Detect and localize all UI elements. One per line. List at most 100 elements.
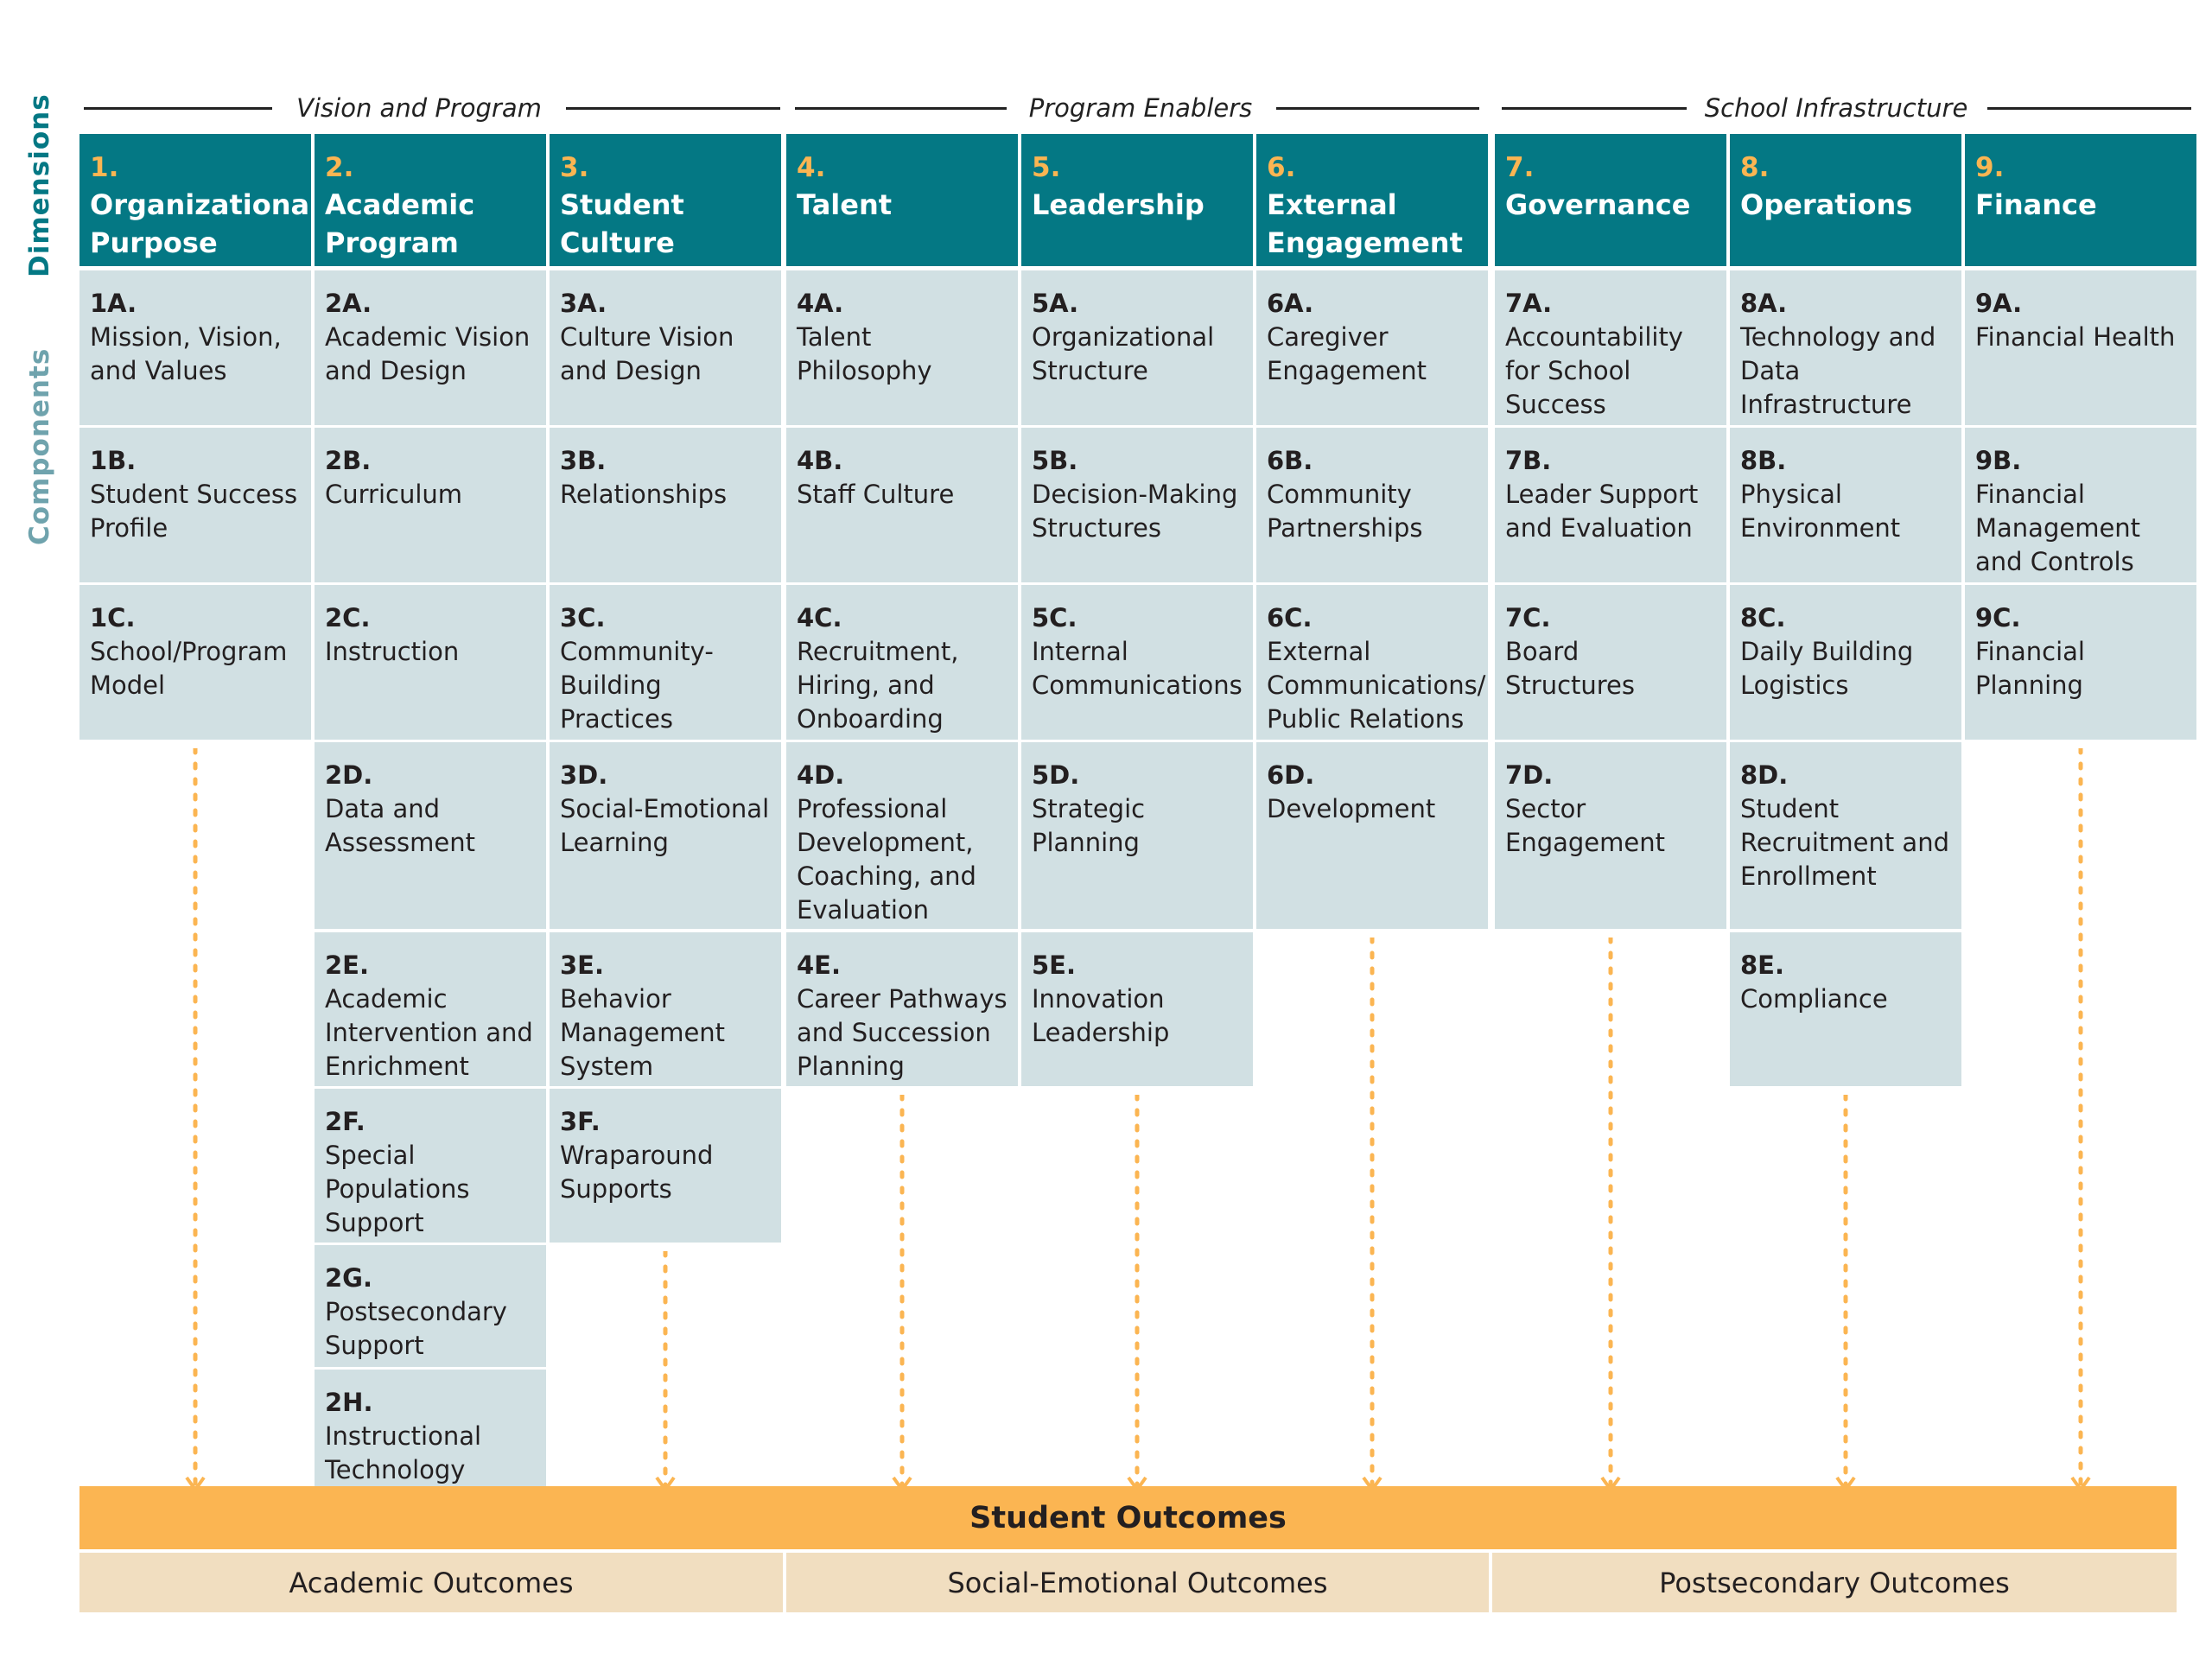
component-code: 2E. bbox=[325, 950, 370, 980]
component-name: Financial Health bbox=[1975, 322, 2176, 352]
component-name: Leader Support and Evaluation bbox=[1505, 480, 1699, 543]
outcome-category: Academic Outcomes bbox=[79, 1553, 783, 1612]
dimension-name: Academic Program bbox=[325, 188, 475, 259]
component-name: Physical Environment bbox=[1740, 480, 1901, 543]
component-code: 8D. bbox=[1740, 760, 1789, 790]
dimension-name: Student Culture bbox=[560, 188, 684, 259]
component-name: Relationships bbox=[560, 480, 728, 509]
dimension-header: 6. External Engagement bbox=[1256, 134, 1488, 266]
component-name: Innovation Leadership bbox=[1032, 984, 1170, 1047]
component-name: Accountability for School Success bbox=[1505, 322, 1683, 419]
component-cell: 6C. External Communications/ Public Relat… bbox=[1256, 585, 1488, 740]
group-rule-line bbox=[1987, 107, 2191, 110]
component-cell: 2C. Instruction bbox=[315, 585, 546, 740]
dotted-arrow-icon bbox=[1127, 1095, 1147, 1493]
component-name: Social-Emotional Learning bbox=[560, 794, 770, 857]
dotted-arrow-icon bbox=[1600, 938, 1621, 1493]
dimension-header: 2. Academic Program bbox=[315, 134, 546, 266]
components-side-label: Components bbox=[24, 347, 55, 545]
component-cell: 5D. Strategic Planning bbox=[1021, 742, 1253, 929]
component-code: 9A. bbox=[1975, 289, 2023, 318]
component-name: Special Populations Support bbox=[325, 1141, 470, 1237]
component-name: Sector Engagement bbox=[1505, 794, 1665, 857]
component-cell: 3B. Relationships bbox=[550, 428, 781, 582]
component-cell: 1B. Student Success Profile bbox=[79, 428, 311, 582]
component-cell: 3C. Community-Building Practices bbox=[550, 585, 781, 740]
component-name: Caregiver Engagement bbox=[1267, 322, 1427, 385]
dotted-arrow-icon bbox=[2070, 748, 2091, 1493]
group-rule-line bbox=[1276, 107, 1479, 110]
dimensions-side-label: Dimensions bbox=[24, 93, 55, 277]
component-code: 7D. bbox=[1505, 760, 1554, 790]
component-cell: 9C. Financial Planning bbox=[1965, 585, 2196, 740]
component-cell: 5E. Innovation Leadership bbox=[1021, 932, 1253, 1086]
component-name: Data and Assessment bbox=[325, 794, 475, 857]
component-code: 2H. bbox=[325, 1388, 373, 1417]
component-name: Career Pathways and Succession Planning bbox=[797, 984, 1007, 1081]
group-rule-line bbox=[795, 107, 1007, 110]
dotted-arrow-icon bbox=[1362, 938, 1382, 1493]
component-cell: 1A. Mission, Vision, and Values bbox=[79, 270, 311, 425]
component-name: Organizational Structure bbox=[1032, 322, 1215, 385]
component-cell: 2D. Data and Assessment bbox=[315, 742, 546, 929]
component-cell: 2A. Academic Vision and Design bbox=[315, 270, 546, 425]
component-code: 6B. bbox=[1267, 446, 1313, 475]
component-cell: 4B. Staff Culture bbox=[786, 428, 1018, 582]
component-name: Strategic Planning bbox=[1032, 794, 1146, 857]
component-name: Technology and Data Infrastructure bbox=[1740, 322, 1936, 419]
component-code: 5A. bbox=[1032, 289, 1079, 318]
component-cell: 7A. Accountability for School Success bbox=[1495, 270, 1726, 425]
dimension-name: Organizational Purpose bbox=[90, 188, 320, 259]
component-name: Instructional Technology bbox=[325, 1421, 482, 1484]
component-name: Financial Planning bbox=[1975, 637, 2085, 700]
component-name: Culture Vision and Design bbox=[560, 322, 734, 385]
component-name: Talent Philosophy bbox=[797, 322, 932, 385]
component-code: 3E. bbox=[560, 950, 605, 980]
component-code: 4C. bbox=[797, 603, 842, 632]
component-cell: 4D. Professional Development, Coaching, a… bbox=[786, 742, 1018, 929]
component-cell: 7B. Leader Support and Evaluation bbox=[1495, 428, 1726, 582]
component-name: Financial Management and Controls bbox=[1975, 480, 2141, 576]
component-code: 8B. bbox=[1740, 446, 1787, 475]
component-cell: 8B. Physical Environment bbox=[1730, 428, 1961, 582]
component-cell: 7C. Board Structures bbox=[1495, 585, 1726, 740]
component-code: 2G. bbox=[325, 1263, 372, 1293]
dimension-number: 7. bbox=[1505, 152, 1535, 183]
component-code: 5D. bbox=[1032, 760, 1080, 790]
component-code: 5C. bbox=[1032, 603, 1077, 632]
group-rule-line bbox=[1502, 107, 1687, 110]
component-code: 2F. bbox=[325, 1107, 365, 1136]
component-name: Development bbox=[1267, 794, 1436, 823]
component-name: Decision-Making Structures bbox=[1032, 480, 1238, 543]
component-cell: 2B. Curriculum bbox=[315, 428, 546, 582]
component-code: 2A. bbox=[325, 289, 372, 318]
component-code: 7B. bbox=[1505, 446, 1552, 475]
dimension-name: Operations bbox=[1740, 188, 1913, 221]
dimension-number: 1. bbox=[90, 152, 119, 183]
component-code: 3D. bbox=[560, 760, 608, 790]
component-cell: 8D. Student Recruitment and Enrollment bbox=[1730, 742, 1961, 929]
component-name: Professional Development, Coaching, and … bbox=[797, 794, 976, 925]
dimension-header: 5. Leadership bbox=[1021, 134, 1253, 266]
component-name: Community-Building Practices bbox=[560, 637, 714, 734]
component-name: Board Structures bbox=[1505, 637, 1636, 700]
component-cell: 8A. Technology and Data Infrastructure bbox=[1730, 270, 1961, 425]
component-code: 4B. bbox=[797, 446, 843, 475]
component-code: 6D. bbox=[1267, 760, 1315, 790]
component-name: Student Recruitment and Enrollment bbox=[1740, 794, 1949, 891]
component-code: 1C. bbox=[90, 603, 136, 632]
component-name: External Communications/ Public Relation… bbox=[1267, 637, 1486, 734]
component-cell: 8E. Compliance bbox=[1730, 932, 1961, 1086]
outcome-category: Postsecondary Outcomes bbox=[1492, 1553, 2177, 1612]
dimension-number: 4. bbox=[797, 152, 826, 183]
component-code: 6A. bbox=[1267, 289, 1314, 318]
component-code: 3C. bbox=[560, 603, 606, 632]
component-name: Behavior Management System bbox=[560, 984, 726, 1081]
component-cell: 2H. Instructional Technology bbox=[315, 1370, 546, 1490]
component-cell: 2F. Special Populations Support bbox=[315, 1089, 546, 1243]
dotted-arrow-icon bbox=[185, 748, 206, 1493]
component-name: School/Program Model bbox=[90, 637, 288, 700]
component-code: 7C. bbox=[1505, 603, 1551, 632]
component-code: 6C. bbox=[1267, 603, 1313, 632]
component-name: Academic Intervention and Enrichment bbox=[325, 984, 533, 1081]
